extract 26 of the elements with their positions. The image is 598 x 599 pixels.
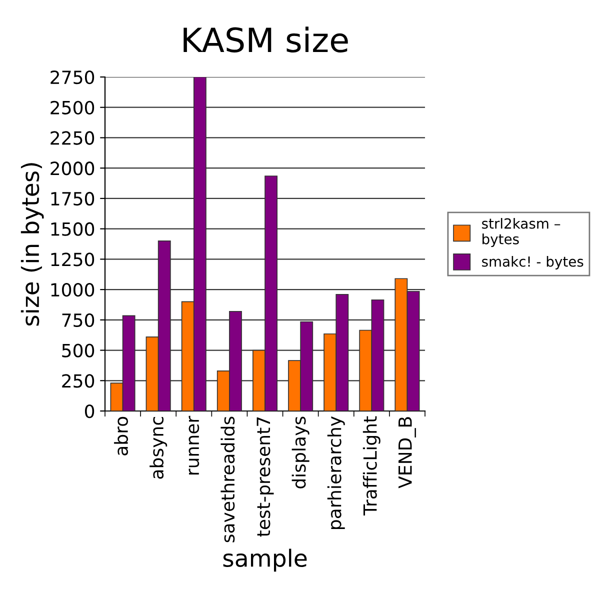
y-tick-label: 1750 — [51, 192, 94, 206]
x-tick-label: savethreadids — [220, 416, 235, 542]
y-tick-label: 2500 — [50, 100, 94, 114]
y-tick-label: 750 — [62, 313, 94, 328]
y-tick-label: 0 — [84, 404, 94, 418]
y-tick-label: 1250 — [51, 252, 94, 266]
y-axis-title: size (in bytes) — [20, 163, 44, 326]
x-tick-label: test-present7 — [256, 417, 274, 537]
y-tick-label: 2750 — [50, 70, 94, 84]
y-tick-label: 250 — [62, 374, 94, 388]
x-tick-label: displays — [292, 416, 310, 488]
legend-label: smakc! - bytes — [482, 256, 584, 270]
x-tick-label: TrafficLight — [362, 416, 380, 516]
y-tick-label: 1500 — [51, 222, 94, 236]
x-tick-label: parhierarchy — [327, 416, 345, 529]
x-tick-label: absync — [150, 416, 168, 479]
chart-title: KASM size — [184, 26, 348, 52]
y-tick-label: 500 — [62, 344, 94, 358]
y-tick-label: 2000 — [50, 162, 94, 176]
x-tick-label: runner — [188, 416, 200, 475]
x-axis-title: sample — [223, 548, 307, 572]
y-tick-label: 1000 — [51, 283, 94, 297]
x-tick-label: VEND_B — [398, 417, 416, 488]
legend-label: strl2kasm – bytes — [482, 218, 560, 248]
y-tick-label: 2250 — [50, 131, 94, 145]
x-tick-label: abro — [114, 416, 128, 456]
